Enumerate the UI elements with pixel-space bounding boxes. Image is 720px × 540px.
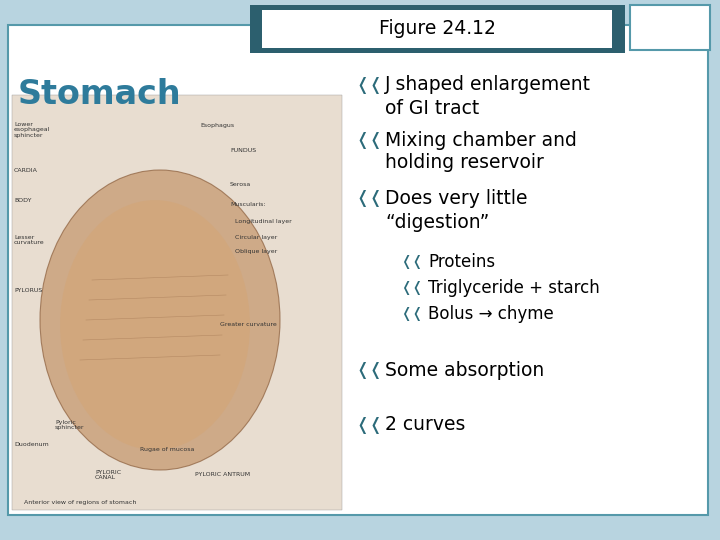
Text: Circular layer: Circular layer xyxy=(235,234,277,240)
Text: Muscularis:: Muscularis: xyxy=(230,202,266,207)
Text: Bolus → chyme: Bolus → chyme xyxy=(428,305,554,323)
Ellipse shape xyxy=(60,200,250,450)
Text: Proteins: Proteins xyxy=(428,253,495,271)
Text: Stomach: Stomach xyxy=(18,78,181,111)
Text: BODY: BODY xyxy=(14,198,32,202)
Text: Greater curvature: Greater curvature xyxy=(220,322,276,327)
Text: Mixing chamber and: Mixing chamber and xyxy=(385,131,577,150)
Text: Figure 24.12: Figure 24.12 xyxy=(379,19,495,38)
Text: ❬❬: ❬❬ xyxy=(355,189,383,207)
Text: PYLORUS: PYLORUS xyxy=(14,287,42,293)
Text: ❬❬: ❬❬ xyxy=(355,76,383,94)
Ellipse shape xyxy=(40,170,280,470)
Text: Serosa: Serosa xyxy=(230,183,251,187)
Text: Does very little: Does very little xyxy=(385,188,528,207)
Text: Oblique layer: Oblique layer xyxy=(235,249,277,254)
Text: ❬❬: ❬❬ xyxy=(355,361,383,379)
Text: ❬❬: ❬❬ xyxy=(400,307,423,321)
Text: ❬❬: ❬❬ xyxy=(400,255,423,269)
Text: PYLORIC ANTRUM: PYLORIC ANTRUM xyxy=(195,472,250,477)
Bar xyxy=(12,95,342,510)
Text: PYLORIC
CANAL: PYLORIC CANAL xyxy=(95,470,121,481)
Text: Pyloric
sphincter: Pyloric sphincter xyxy=(55,420,84,430)
Bar xyxy=(630,5,710,50)
Text: Duodenum: Duodenum xyxy=(14,442,49,448)
Text: Esophagus: Esophagus xyxy=(200,123,234,127)
Text: CARDIA: CARDIA xyxy=(14,167,38,172)
Text: FUNDUS: FUNDUS xyxy=(230,147,256,152)
Text: ❬❬: ❬❬ xyxy=(400,281,423,295)
Text: 2 curves: 2 curves xyxy=(385,415,465,435)
Text: “digestion”: “digestion” xyxy=(385,213,490,232)
Text: J shaped enlargement: J shaped enlargement xyxy=(385,76,591,94)
Text: Some absorption: Some absorption xyxy=(385,361,544,380)
Text: Lesser
curvature: Lesser curvature xyxy=(14,234,45,245)
Bar xyxy=(262,10,612,48)
Text: ❬❬: ❬❬ xyxy=(355,416,383,434)
Text: ❬❬: ❬❬ xyxy=(355,131,383,149)
Text: Lower
esophageal
sphincter: Lower esophageal sphincter xyxy=(14,122,50,138)
Text: Rugae of mucosa: Rugae of mucosa xyxy=(140,448,194,453)
Text: of GI tract: of GI tract xyxy=(385,98,480,118)
Bar xyxy=(250,5,625,53)
Text: Longitudinal layer: Longitudinal layer xyxy=(235,219,292,225)
Text: holding reservoir: holding reservoir xyxy=(385,153,544,172)
Text: Triglyceride + starch: Triglyceride + starch xyxy=(428,279,600,297)
Text: Anterior view of regions of stomach: Anterior view of regions of stomach xyxy=(24,500,136,505)
